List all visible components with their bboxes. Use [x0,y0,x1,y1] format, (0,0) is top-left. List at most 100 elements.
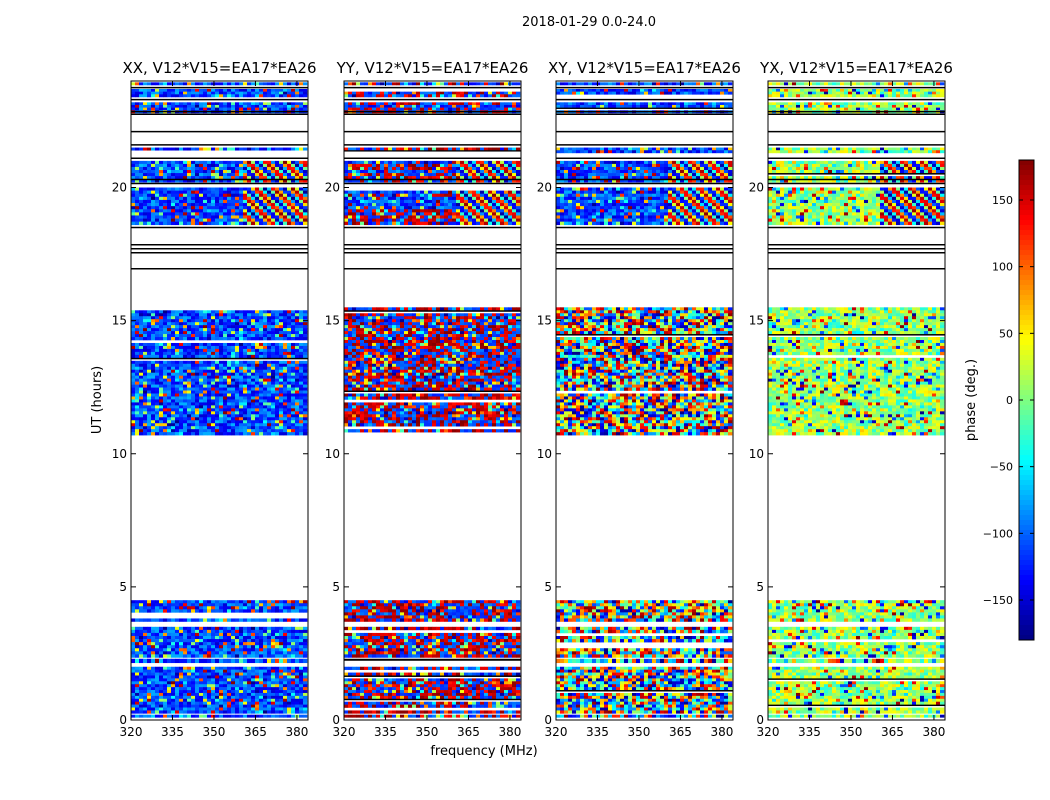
heatmap-cell [271,681,275,684]
heatmap-cell [279,693,283,696]
heatmap-cell [219,627,223,630]
heatmap-cell [195,687,199,690]
heatmap-cell [279,681,283,684]
heatmap-cell [207,376,211,379]
heatmap-cell [167,367,171,370]
heatmap-cell [175,715,179,718]
heatmap-cell [199,352,203,355]
heatmap-cell [151,379,155,382]
heatmap-cell [187,609,191,612]
heatmap-cell [211,313,215,316]
heatmap-cell [191,382,195,385]
heatmap-cell [259,367,263,370]
heatmap-cell [279,376,283,379]
heatmap-cell [179,346,183,349]
heatmap-cell [275,337,279,340]
heatmap-cell [231,600,235,603]
heatmap-cell [267,670,271,673]
heatmap-cell [291,708,295,711]
heatmap-cell [131,639,135,642]
heatmap-cell [303,349,307,352]
heatmap-cell [203,361,207,364]
heatmap-cell [295,699,299,702]
heatmap-cell [163,385,167,388]
heatmap-cell [135,310,139,313]
heatmap-cell [263,636,267,639]
heatmap-cell [283,645,287,648]
heatmap-cell [295,681,299,684]
heatmap-cell [199,687,203,690]
heatmap-cell [147,627,151,630]
heatmap-cell [279,675,283,678]
heatmap-cell [183,687,187,690]
heatmap-cell [275,325,279,328]
heatmap-cell [203,310,207,313]
heatmap-cell [139,373,143,376]
heatmap-cell [131,690,135,693]
heatmap-cell [267,627,271,630]
heatmap-cell [191,684,195,687]
heatmap-cell [143,645,147,648]
heatmap-cell [291,639,295,642]
heatmap-cell [211,367,215,370]
heatmap-cell [167,645,171,648]
heatmap-cell [163,382,167,385]
heatmap-cell [135,681,139,684]
heatmap-cell [291,316,295,319]
heatmap-cell [223,367,227,370]
heatmap-cell [219,648,223,651]
heatmap-cell [215,376,219,379]
heatmap-cell [263,600,267,603]
heatmap-cell [263,331,267,334]
heatmap-cell [195,618,199,621]
heatmap-cell [267,373,271,376]
heatmap-cell [171,715,175,718]
heatmap-cell [251,633,255,636]
heatmap-cell [279,379,283,382]
heatmap-cell [143,352,147,355]
heatmap-cell [235,648,239,651]
heatmap-cell [303,696,307,699]
heatmap-cell [263,603,267,606]
heatmap-cell [195,667,199,670]
heatmap-cell [283,319,287,322]
heatmap-cell [243,325,247,328]
heatmap-cell [247,334,251,337]
heatmap-cell [219,702,223,705]
heatmap-cell [211,684,215,687]
heatmap-cell [219,699,223,702]
heatmap-cell [191,328,195,331]
heatmap-cell [291,331,295,334]
heatmap-cell [163,705,167,708]
heatmap-cell [271,337,275,340]
heatmap-cell [203,346,207,349]
heatmap-cell [131,352,135,355]
heatmap-cell [191,618,195,621]
heatmap-cell [279,316,283,319]
heatmap-cell [283,705,287,708]
heatmap-cell [215,343,219,346]
heatmap-cell [139,715,143,718]
heatmap-cell [251,684,255,687]
heatmap-cell [231,696,235,699]
heatmap-cell [211,645,215,648]
heatmap-cell [175,702,179,705]
heatmap-cell [271,627,275,630]
heatmap-cell [283,715,287,718]
heatmap-cell [147,328,151,331]
heatmap-cell [223,648,227,651]
heatmap-cell [207,645,211,648]
heatmap-cell [143,376,147,379]
heatmap-cell [199,710,203,713]
heatmap-cell [223,331,227,334]
heatmap-cell [207,693,211,696]
heatmap-cell [151,361,155,364]
heatmap-cell [155,642,159,645]
heatmap-cell [191,630,195,633]
heatmap-cell [251,627,255,630]
heatmap-cell [243,705,247,708]
heatmap-cell [159,603,163,606]
heatmap-cell [291,337,295,340]
heatmap-cell [135,609,139,612]
heatmap-cell [203,370,207,373]
